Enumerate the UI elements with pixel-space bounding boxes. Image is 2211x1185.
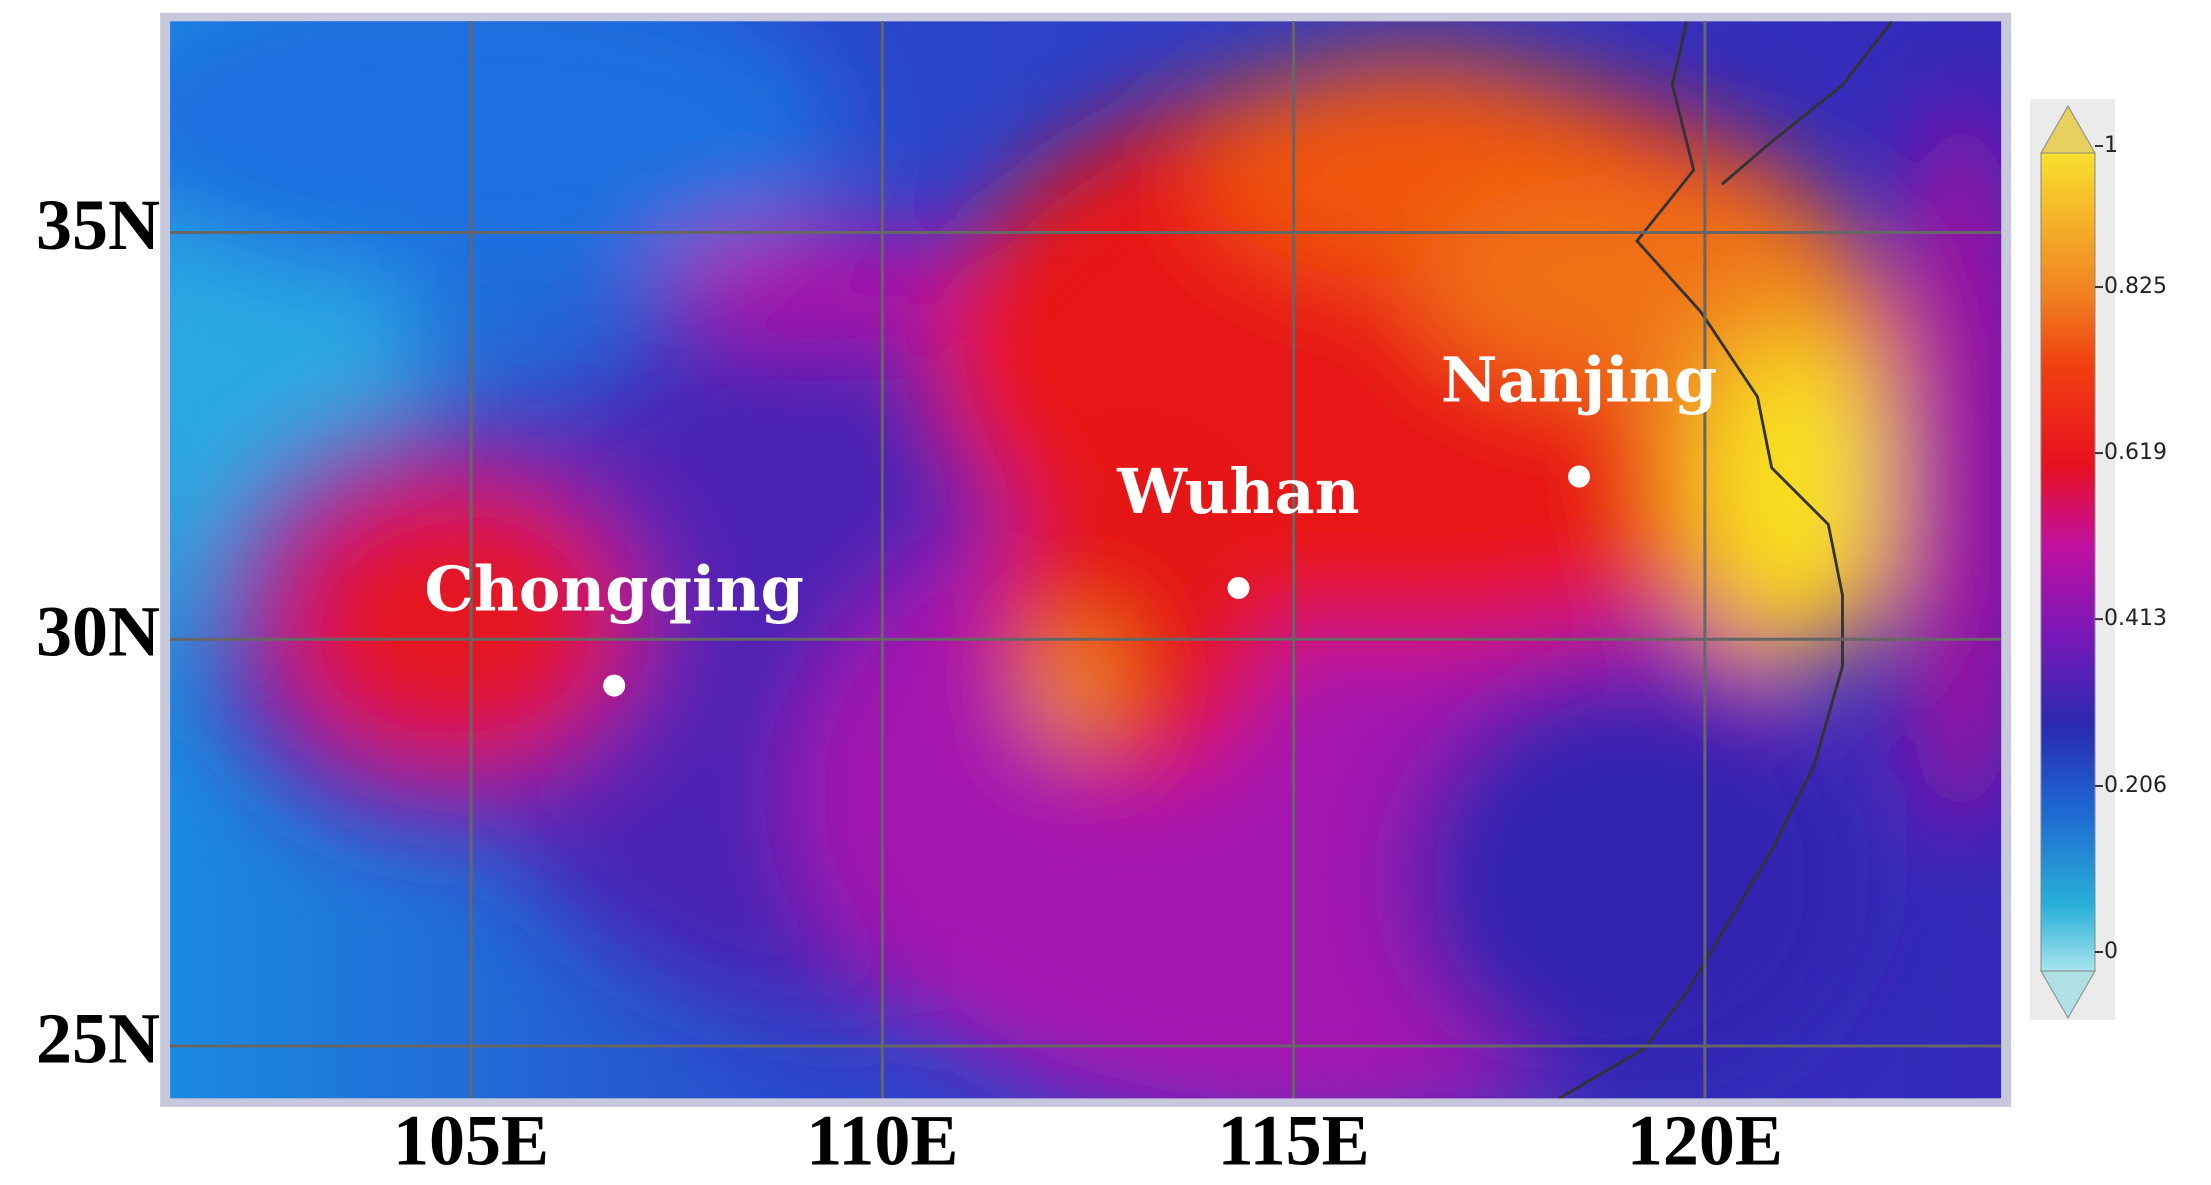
city-label: Chongqing bbox=[424, 553, 804, 626]
colorbar-tick-label: 0.206 bbox=[2104, 773, 2167, 798]
city-point bbox=[1227, 576, 1250, 599]
y-tick-label: 30N bbox=[36, 592, 160, 672]
coastline bbox=[1558, 21, 1844, 1099]
x-tick-label: 115E bbox=[1218, 1101, 1370, 1181]
heatmap bbox=[160, 12, 2012, 1107]
city-label: Wuhan bbox=[1116, 455, 1360, 528]
city-point bbox=[1568, 465, 1591, 488]
x-tick-label: 120E bbox=[1627, 1101, 1783, 1181]
colorbar-extend-low bbox=[2040, 970, 2096, 1020]
colorbar-tick-label: 0.825 bbox=[2104, 274, 2167, 299]
city-label: Nanjing bbox=[1441, 344, 1717, 417]
coastline bbox=[1721, 21, 1894, 186]
x-tick-label: 105E bbox=[393, 1101, 549, 1181]
x-tick-label: 110E bbox=[806, 1101, 958, 1181]
colorbar-tick-label: 0 bbox=[2104, 939, 2118, 964]
city-point bbox=[603, 674, 626, 697]
y-tick-label: 25N bbox=[36, 998, 160, 1078]
colorbar-extend-high bbox=[2040, 104, 2096, 154]
colorbar-tick-label: 0.619 bbox=[2104, 440, 2167, 465]
y-tick-label: 35N bbox=[36, 185, 160, 265]
colorbar-tick-label: 1 bbox=[2104, 133, 2118, 158]
colorbar bbox=[2040, 152, 2096, 972]
colorbar-tick-label: 0.413 bbox=[2104, 606, 2167, 631]
